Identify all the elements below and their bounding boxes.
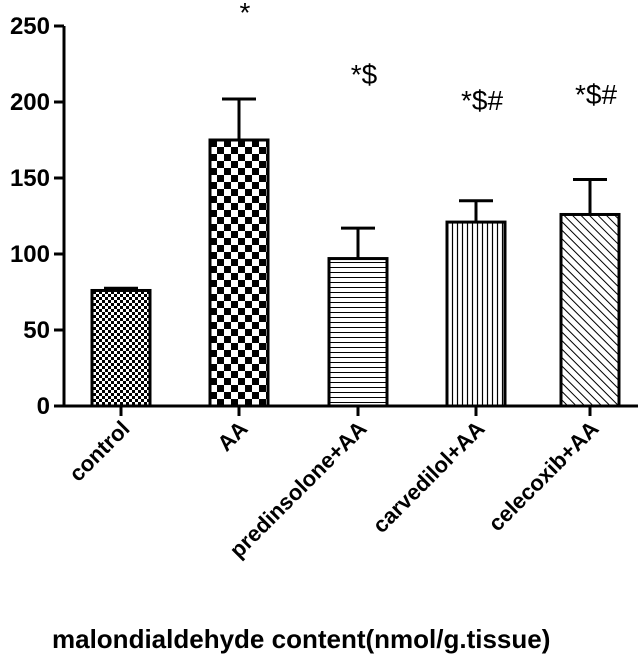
y-tick-label: 150 bbox=[10, 165, 50, 192]
y-tick-label: 100 bbox=[10, 241, 50, 268]
significance-label: *$# bbox=[575, 79, 617, 110]
bar-predinsolone-aa bbox=[327, 257, 389, 408]
x-tick-label: carvedilol+AA bbox=[368, 416, 490, 538]
y-axis: 0 50 100 150 200 250 bbox=[10, 13, 66, 420]
y-tick-label: 50 bbox=[23, 317, 50, 344]
x-tick-label: AA bbox=[212, 416, 252, 456]
bar-carvedilol-aa bbox=[445, 220, 507, 408]
significance-annotations: * *$ *$# *$# bbox=[240, 0, 618, 116]
significance-label: *$ bbox=[351, 59, 378, 90]
significance-label: * bbox=[240, 0, 251, 28]
x-tick-label: celecoxib+AA bbox=[483, 416, 603, 536]
bar-control bbox=[90, 288, 152, 408]
x-tick-label: control bbox=[64, 416, 134, 486]
x-axis-title: malondialdehyde content(nmol/g.tissue) bbox=[52, 624, 550, 654]
significance-label: *$# bbox=[461, 85, 503, 116]
y-tick-label: 200 bbox=[10, 89, 50, 116]
error-bars bbox=[104, 97, 607, 291]
bar-celecoxib-aa bbox=[559, 212, 621, 408]
x-tick-labels: control AApredinsolone+AAcarvedilol+AAcel… bbox=[64, 416, 603, 563]
y-tick-label: 0 bbox=[37, 393, 50, 420]
bar-aa bbox=[208, 138, 270, 408]
y-tick-label: 250 bbox=[10, 13, 50, 40]
bars bbox=[90, 138, 621, 408]
